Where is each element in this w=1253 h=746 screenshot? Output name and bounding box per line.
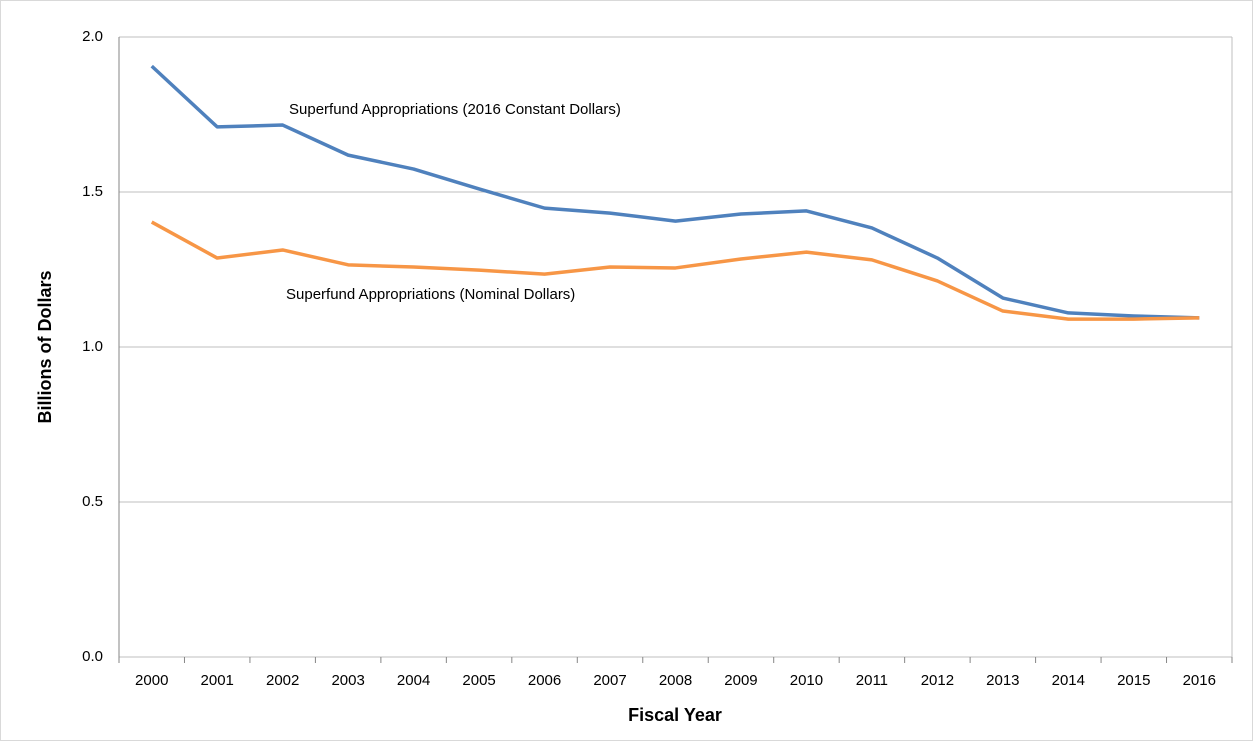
x-tick-label: 2011	[856, 672, 888, 689]
x-tick-label: 2008	[659, 672, 692, 689]
x-tick-label: 2016	[1183, 672, 1216, 689]
x-tick-label: 2015	[1117, 672, 1150, 689]
y-axis-label: Billions of Dollars	[35, 270, 55, 423]
x-axis-label: Fiscal Year	[628, 705, 722, 725]
x-tick-label: 2001	[201, 672, 234, 689]
x-tick-label: 2002	[266, 672, 299, 689]
y-tick-label: 0.5	[82, 493, 103, 510]
y-tick-label: 0.0	[82, 648, 103, 665]
x-tick-label: 2003	[331, 672, 364, 689]
series-line	[150, 220, 1200, 321]
y-tick-label: 1.0	[82, 338, 103, 355]
x-tick-label: 2013	[986, 672, 1019, 689]
x-tick-label: 2014	[1052, 672, 1085, 689]
x-tick-label: 2010	[790, 672, 823, 689]
x-tick-label: 2009	[724, 672, 757, 689]
x-tick-label: 2006	[528, 672, 561, 689]
x-tick-label: 2000	[135, 672, 168, 689]
x-tick-label: 2012	[921, 672, 954, 689]
series-label: Superfund Appropriations (Nominal Dollar…	[286, 286, 575, 303]
y-tick-label: 1.5	[82, 183, 103, 200]
x-tick-label: 2005	[462, 672, 495, 689]
x-tick-label: 2004	[397, 672, 430, 689]
x-tick-label: 2007	[593, 672, 626, 689]
series-label: Superfund Appropriations (2016 Constant …	[289, 101, 621, 118]
y-tick-label: 2.0	[82, 28, 103, 45]
series-line	[150, 64, 1200, 320]
